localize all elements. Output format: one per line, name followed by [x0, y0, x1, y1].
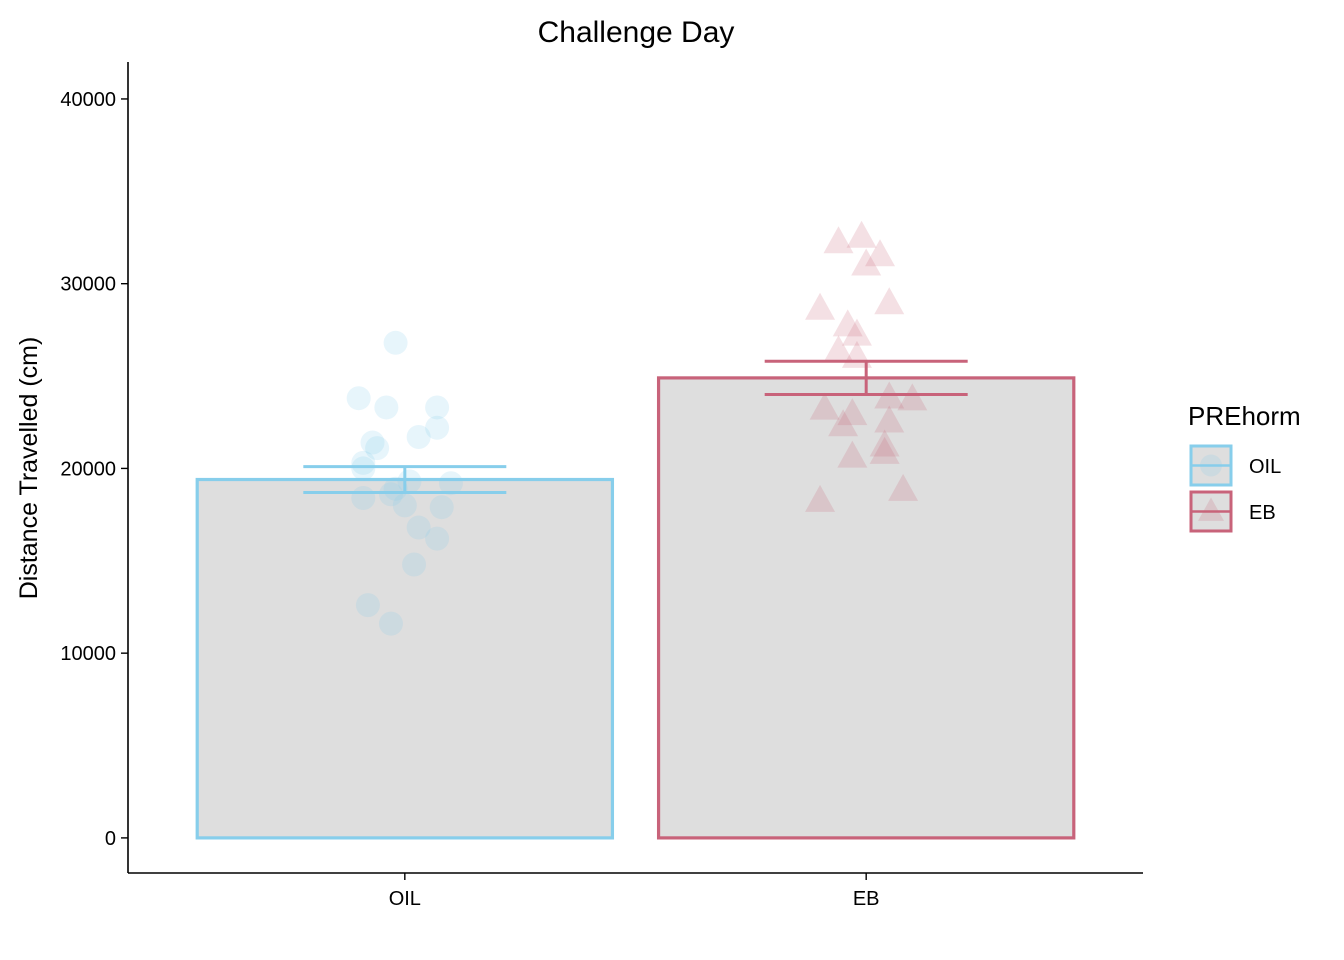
- data-point-oil: [378, 482, 403, 507]
- legend-key-marker-oil: [1200, 454, 1222, 477]
- data-point-eb: [837, 398, 868, 426]
- data-point-oil: [402, 552, 427, 577]
- y-tick-label: 30000: [60, 274, 116, 296]
- data-point-oil: [392, 493, 417, 518]
- data-point-eb: [888, 473, 919, 501]
- data-point-oil: [374, 395, 399, 420]
- data-point-eb: [837, 440, 868, 468]
- data-point-oil: [351, 485, 376, 510]
- legend-key-marker-eb: [1198, 497, 1224, 521]
- legend-label-oil: OIL: [1249, 456, 1281, 478]
- data-point-oil: [425, 395, 450, 420]
- data-point-eb: [805, 484, 836, 512]
- data-point-eb: [805, 292, 836, 320]
- data-point-oil: [346, 386, 371, 411]
- data-point-eb: [897, 383, 928, 411]
- data-point-eb: [823, 335, 854, 363]
- data-point-oil: [406, 425, 431, 450]
- data-point-eb: [874, 287, 905, 315]
- data-point-eb: [823, 226, 854, 254]
- data-point-eb: [828, 409, 859, 437]
- chart-title: Challenge Day: [538, 16, 735, 49]
- data-point-oil: [351, 450, 376, 475]
- data-point-oil: [365, 436, 390, 461]
- data-point-eb: [874, 405, 905, 433]
- data-point-eb: [841, 318, 872, 346]
- plot-area: [195, 220, 1076, 840]
- legend: PREhorm OIL EB: [1188, 401, 1301, 533]
- bar-oil: [195, 477, 615, 840]
- x-axis: OIL EB: [389, 873, 880, 910]
- data-point-oil: [425, 526, 450, 551]
- data-point-oil: [438, 471, 463, 496]
- data-point-oil: [406, 515, 431, 540]
- data-point-eb: [869, 436, 900, 464]
- data-point-eb: [809, 392, 840, 420]
- y-tick-label: 40000: [60, 89, 116, 111]
- legend-label-eb: EB: [1249, 502, 1276, 524]
- y-axis-title: Distance Travelled (cm): [15, 337, 43, 600]
- y-tick-label: 0: [105, 828, 116, 850]
- x-tick-label: OIL: [389, 888, 421, 910]
- data-point-oil: [378, 611, 403, 636]
- y-axis: 0 10000 20000 30000 40000: [60, 89, 128, 850]
- data-point-oil: [383, 330, 408, 355]
- y-tick-label: 10000: [60, 643, 116, 665]
- legend-title: PREhorm: [1188, 401, 1301, 431]
- data-point-eb: [869, 429, 900, 457]
- data-point-oil: [429, 495, 454, 520]
- data-point-eb: [832, 309, 863, 337]
- x-tick-label: EB: [853, 888, 880, 910]
- data-point-oil: [360, 430, 385, 455]
- data-point-eb: [846, 220, 877, 248]
- data-point-oil: [351, 456, 376, 481]
- data-point-oil: [383, 476, 408, 501]
- data-point-oil: [355, 593, 380, 618]
- data-point-eb: [851, 248, 882, 276]
- data-point-oil: [425, 415, 450, 440]
- bar-eb: [656, 376, 1076, 840]
- data-point-eb: [865, 239, 896, 267]
- y-tick-label: 20000: [60, 458, 116, 480]
